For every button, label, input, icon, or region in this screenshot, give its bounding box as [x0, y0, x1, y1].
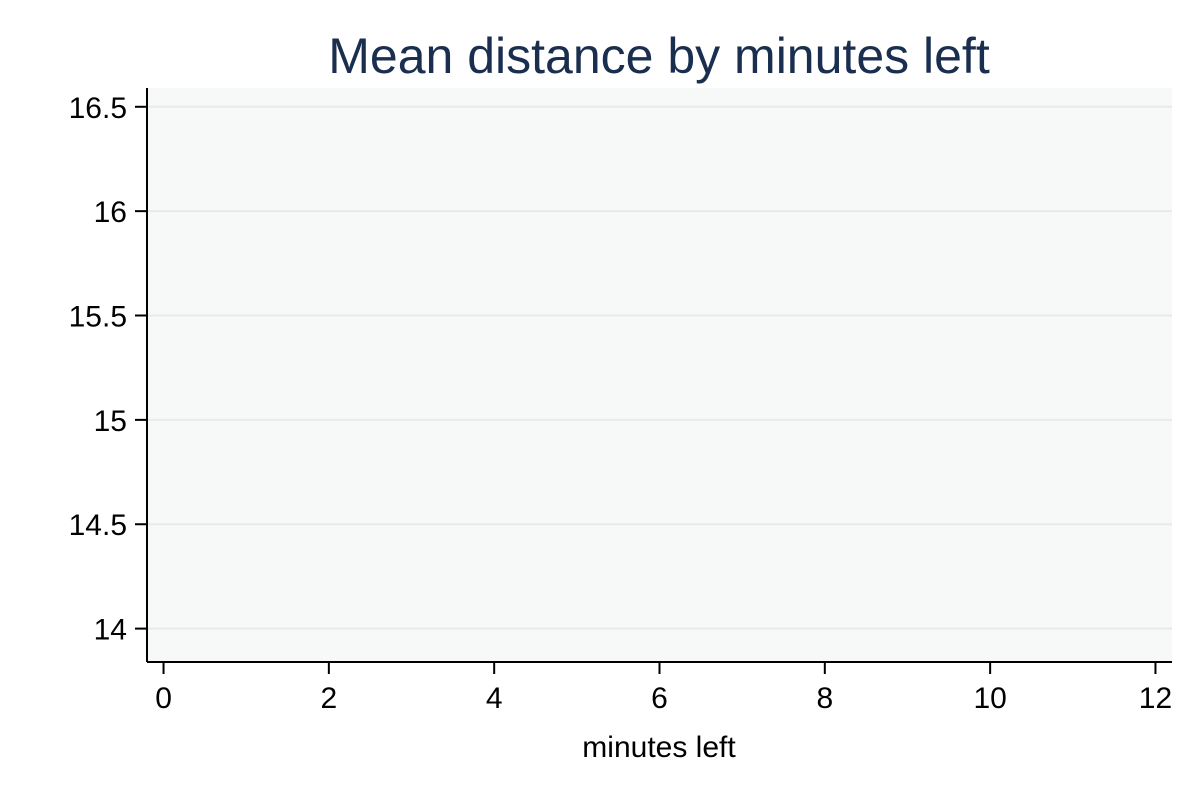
y-tick-label: 16 [94, 196, 127, 229]
x-tick-label: 10 [973, 682, 1006, 715]
y-tick-label: 15 [94, 405, 127, 438]
x-tick-label: 0 [155, 682, 172, 715]
y-tick-label: 16.5 [69, 92, 127, 125]
y-tick-label: 15.5 [69, 301, 127, 334]
gridlines [147, 105, 1172, 630]
x-axis-ticks: 0 2 4 6 8 10 12 [155, 662, 1172, 715]
x-axis-label: minutes left [582, 731, 736, 764]
x-tick-label: 2 [321, 682, 338, 715]
y-axis-ticks: 14 14.5 15 15.5 16 16.5 [69, 92, 147, 647]
x-tick-label: 4 [486, 682, 503, 715]
x-tick-label: 12 [1139, 682, 1172, 715]
y-tick-label: 14 [94, 614, 127, 647]
x-tick-label: 8 [816, 682, 833, 715]
chart-title: Mean distance by minutes left [328, 28, 990, 84]
y-tick-label: 14.5 [69, 509, 127, 542]
x-tick-label: 6 [651, 682, 668, 715]
plot-area [147, 88, 1172, 662]
